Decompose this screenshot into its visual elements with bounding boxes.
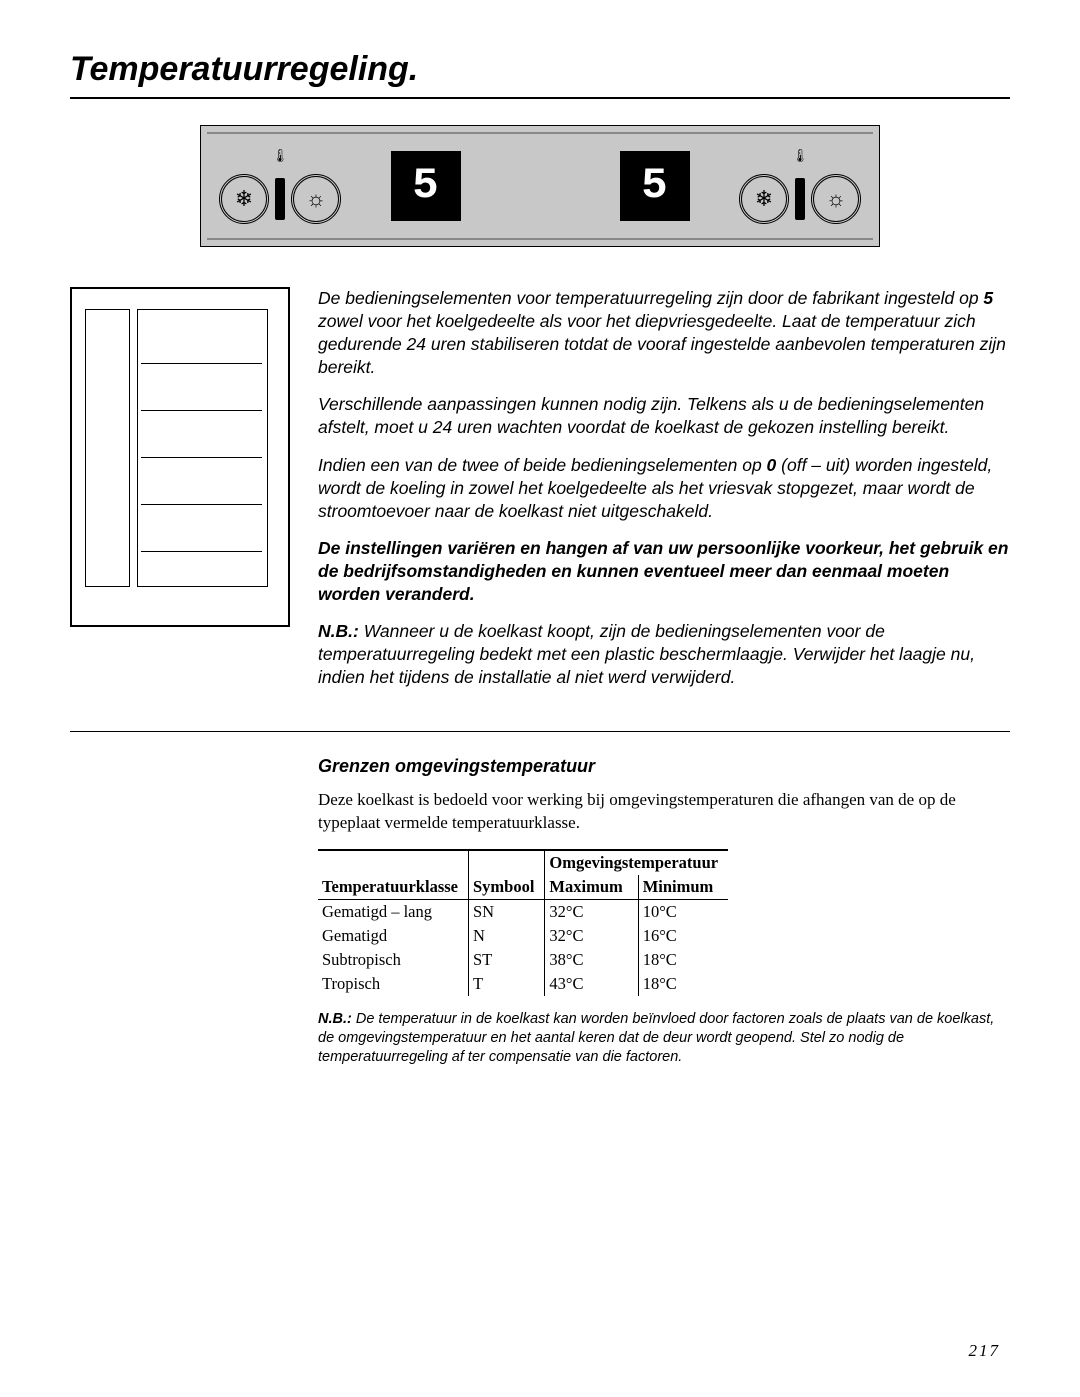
paragraph-2: Verschillende aanpassingen kunnen nodig … — [318, 393, 1010, 439]
th-symbool: Symbool — [468, 875, 544, 900]
dial-bar-icon — [275, 178, 285, 220]
paragraph-3: Indien een van de twee of beide bedienin… — [318, 454, 1010, 523]
freezer-digit-display: 5 — [391, 151, 461, 221]
note-text: De temperatuur in de koelkast kan worden… — [318, 1011, 994, 1065]
paragraph-4: De instellingen variëren en hangen af va… — [318, 537, 1010, 606]
text: Indien een van de twee of beide bedienin… — [318, 455, 767, 475]
th-min: Minimum — [638, 875, 728, 900]
snowflake-dial-icon: ❄ — [739, 174, 789, 224]
thermometer-icon: 🌡 — [792, 148, 809, 164]
table-header-span: Omgevingstemperatuur — [545, 850, 728, 875]
sun-dial-icon: ☼ — [291, 174, 341, 224]
bold-paragraph: De instellingen variëren en hangen af va… — [318, 538, 1008, 604]
refrigerator-illustration — [70, 287, 290, 627]
table-row: Gematigd – lang SN 32°C 10°C — [318, 900, 728, 925]
dial-bar-icon — [795, 178, 805, 220]
title-rule — [70, 97, 1010, 99]
text: zowel voor het koelgedeelte als voor het… — [318, 311, 1006, 377]
page-number: 217 — [969, 1341, 1001, 1361]
paragraph-5: N.B.: Wanneer u de koelkast koopt, zijn … — [318, 620, 1010, 689]
sun-dial-icon: ☼ — [811, 174, 861, 224]
snowflake-dial-icon: ❄ — [219, 174, 269, 224]
control-panel-illustration: 🌡 ❄ ☼ 5 5 🌡 ❄ ☼ — [200, 125, 880, 247]
th-max: Maximum — [545, 875, 638, 900]
table-row: Gematigd N 32°C 16°C — [318, 924, 728, 948]
section-subhead: Grenzen omgevingstemperatuur — [318, 756, 1010, 777]
paragraph-1: De bedieningselementen voor temperatuurr… — [318, 287, 1010, 379]
text: De bedieningselementen voor temperatuurr… — [318, 288, 983, 308]
page-title: Temperatuurregeling. — [70, 50, 1010, 89]
table-row: Tropisch T 43°C 18°C — [318, 972, 728, 996]
text: Wanneer u de koelkast koopt, zijn de bed… — [318, 621, 975, 687]
thermometer-icon: 🌡 — [272, 148, 289, 164]
temperature-table: Omgevingstemperatuur Temperatuurklasse S… — [318, 849, 728, 996]
section-separator — [70, 731, 1010, 732]
fridge-digit-display: 5 — [620, 151, 690, 221]
section-intro: Deze koelkast is bedoeld voor werking bi… — [318, 789, 1010, 835]
nb-label: N.B.: — [318, 621, 359, 641]
nb-label: N.B.: — [318, 1011, 352, 1027]
zero-bold: 0 — [767, 455, 777, 475]
th-klasse: Temperatuurklasse — [318, 875, 468, 900]
setting-bold: 5 — [983, 288, 993, 308]
table-row: Subtropisch ST 38°C 18°C — [318, 948, 728, 972]
footnote: N.B.: De temperatuur in de koelkast kan … — [318, 1010, 1010, 1067]
